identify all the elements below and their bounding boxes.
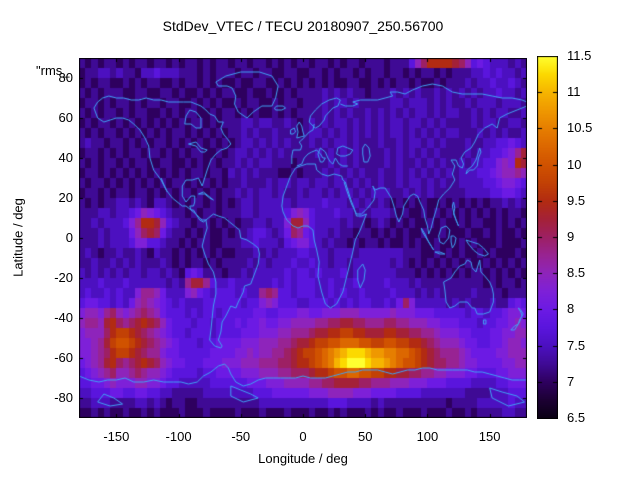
colorbar-tick-label: 6.5 xyxy=(567,410,586,425)
colorbar-tick-label: 7.5 xyxy=(567,337,586,353)
x-axis-label: Longitude / deg xyxy=(258,451,348,466)
x-tick-label: 0 xyxy=(299,429,307,444)
colorbar-tick-label: 9.5 xyxy=(567,192,586,208)
y-tick-label: 20 xyxy=(58,190,73,205)
overlay-rms-label: "rms_ xyxy=(36,63,70,78)
x-tick-label: -100 xyxy=(165,429,192,444)
colorbar-tick-label: 10 xyxy=(567,156,582,172)
y-tick-label: 40 xyxy=(58,150,73,165)
y-tick-label: 80 xyxy=(58,70,73,85)
x-tick-label: -150 xyxy=(103,429,130,444)
y-tick-label: 0 xyxy=(65,230,73,245)
heatmap-canvas xyxy=(79,58,527,418)
colorbar-canvas xyxy=(537,56,558,419)
x-tick-label: 50 xyxy=(357,429,373,444)
y-axis-label: Latitude / deg xyxy=(10,198,26,277)
colorbar-tick-label: 9 xyxy=(567,229,575,244)
colorbar-tick-label: 8.5 xyxy=(567,265,586,281)
plot-title: StdDev_VTEC / TECU 20180907_250.56700 xyxy=(162,18,444,34)
x-tick-label: -50 xyxy=(231,429,251,444)
y-tick-label: 60 xyxy=(58,110,73,125)
y-tick-label: -80 xyxy=(54,390,73,405)
x-tick-label: 150 xyxy=(478,429,501,444)
colorbar-tick-label: 10.5 xyxy=(567,120,593,136)
colorbar-tick-label: 7 xyxy=(567,373,575,389)
y-tick-label: -20 xyxy=(54,270,73,285)
y-tick-label: -40 xyxy=(54,310,73,325)
x-tick-label: 100 xyxy=(416,429,439,444)
colorbar-tick-label: 8 xyxy=(567,301,575,317)
colorbar-tick-label: 11.5 xyxy=(567,48,592,63)
y-tick-label: -60 xyxy=(54,350,73,365)
colorbar-tick-label: 11 xyxy=(567,84,581,100)
